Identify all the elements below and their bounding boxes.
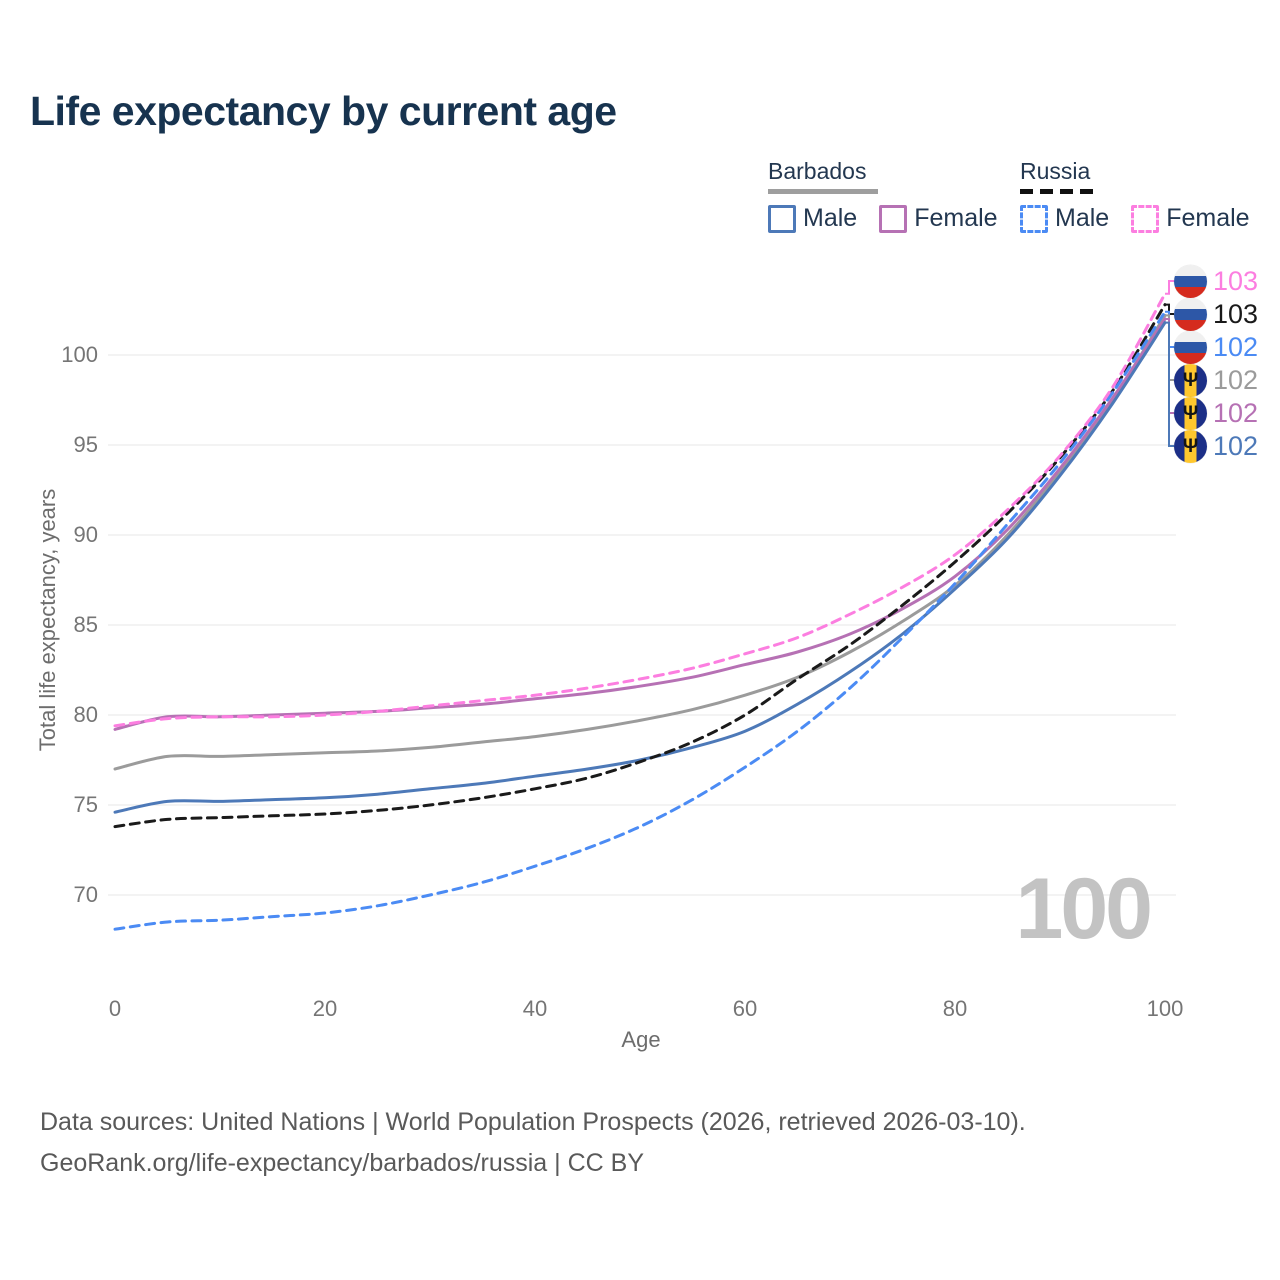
trident-glyph: Ψ xyxy=(1182,369,1199,391)
y-tick-label-70: 70 xyxy=(73,882,98,907)
footer-data-sources: Data sources: United Nations | World Pop… xyxy=(40,1108,1026,1136)
y-tick-label-75: 75 xyxy=(73,792,98,817)
x-tick-label-40: 40 xyxy=(522,996,548,1021)
y-tick-label-95: 95 xyxy=(73,432,98,457)
end-label-row: Ψ 102 xyxy=(1174,396,1258,430)
legend-group-barbados: Barbados Male Female xyxy=(768,158,1020,233)
series-line-barbados-female[interactable] xyxy=(113,317,1167,731)
legend-toggle-barbados-male[interactable]: Male xyxy=(768,204,857,233)
end-label-value: 102 xyxy=(1213,364,1259,395)
russia-flag-icon xyxy=(1174,297,1207,331)
end-label-row: 103 xyxy=(1174,264,1258,298)
end-label-value: 103 xyxy=(1213,298,1259,329)
legend-group-russia: Russia Male Female xyxy=(1020,158,1272,233)
barbados-solid-line-swatch xyxy=(768,189,878,194)
footer-attribution: GeoRank.org/life-expectancy/barbados/rus… xyxy=(40,1149,645,1177)
x-tick-label-0: 0 xyxy=(108,996,122,1021)
series-line-barbados-male[interactable] xyxy=(113,321,1167,814)
barbados-flag-icon: Ψ xyxy=(1174,396,1207,430)
x-axis-title: Age xyxy=(621,1027,661,1052)
x-tick-label-20: 20 xyxy=(312,996,338,1021)
x-tick-label-60: 60 xyxy=(732,996,758,1021)
series-line-russia-female[interactable] xyxy=(113,292,1167,728)
hover-age-watermark: 100 xyxy=(1015,861,1154,957)
legend-country-barbados: Barbados xyxy=(768,158,867,184)
barbados-flag-icon: Ψ xyxy=(1174,429,1207,463)
end-label-value: 102 xyxy=(1213,331,1259,362)
y-tick-label-80: 80 xyxy=(73,702,98,727)
legend-toggle-russia-male[interactable]: Male xyxy=(1020,204,1109,233)
footer: Data sources: United Nations | World Pop… xyxy=(40,1102,1026,1184)
end-label-value: 103 xyxy=(1213,265,1259,296)
end-label-row: Ψ 102 xyxy=(1174,363,1258,397)
x-tick-label-80: 80 xyxy=(942,996,968,1021)
barbados-flag-icon: Ψ xyxy=(1174,363,1207,397)
legend-label: Female xyxy=(914,204,998,232)
end-label-row: 102 xyxy=(1174,330,1258,364)
legend-country-russia: Russia xyxy=(1020,158,1091,184)
series-line-russia-male[interactable] xyxy=(113,310,1167,931)
legend-toggle-russia-female[interactable]: Female xyxy=(1131,204,1250,233)
checkbox-icon[interactable] xyxy=(879,204,908,233)
russia-flag-icon xyxy=(1174,330,1207,364)
trident-glyph: Ψ xyxy=(1182,435,1199,457)
x-tick-label-100: 100 xyxy=(1146,996,1184,1021)
end-label-value: 102 xyxy=(1213,397,1259,428)
russia-flag-icon xyxy=(1174,264,1207,298)
end-label-leader xyxy=(1165,303,1174,315)
russia-dashed-line-swatch xyxy=(1020,189,1096,194)
end-label-row: 103 xyxy=(1174,297,1258,331)
y-tick-label-85: 85 xyxy=(73,612,98,637)
end-label-row: Ψ 102 xyxy=(1174,429,1258,463)
end-label-leader xyxy=(1165,280,1174,295)
page-title: Life expectancy by current age xyxy=(30,88,617,134)
y-tick-label-90: 90 xyxy=(73,522,98,547)
checkbox-icon[interactable] xyxy=(768,204,796,233)
legend-label: Male xyxy=(803,204,858,232)
legend-label: Male xyxy=(1055,204,1110,232)
y-tick-label-100: 100 xyxy=(61,342,98,367)
end-label-leader xyxy=(1165,321,1174,447)
legend-toggle-barbados-female[interactable]: Female xyxy=(879,204,998,233)
legend-label: Female xyxy=(1166,204,1250,232)
end-label-value: 102 xyxy=(1213,430,1259,461)
checkbox-icon[interactable] xyxy=(1131,204,1160,233)
checkbox-icon[interactable] xyxy=(1020,204,1048,233)
series-line-russia-total[interactable] xyxy=(113,303,1167,829)
trident-glyph: Ψ xyxy=(1182,402,1199,424)
series-line-barbados-total[interactable] xyxy=(113,313,1167,771)
